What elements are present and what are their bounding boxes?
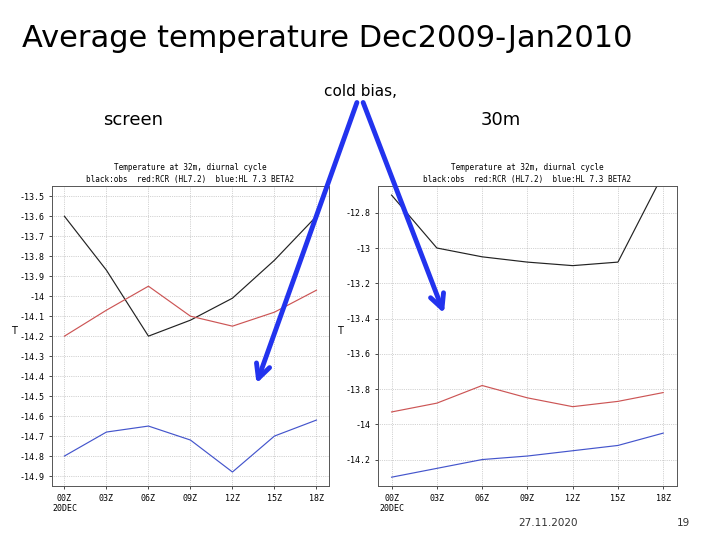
Text: screen: screen bbox=[103, 111, 163, 129]
Title: Temperature at 32m, diurnal cycle
black:obs  red:RCR (HL7.2)  blue:HL 7.3 BETA2: Temperature at 32m, diurnal cycle black:… bbox=[86, 163, 294, 184]
Y-axis label: T: T bbox=[11, 326, 17, 336]
Y-axis label: T: T bbox=[337, 326, 343, 336]
Text: cold bias,: cold bias, bbox=[323, 84, 397, 99]
Text: Average temperature Dec2009-Jan2010: Average temperature Dec2009-Jan2010 bbox=[22, 24, 632, 53]
Text: 19: 19 bbox=[677, 518, 690, 528]
Text: 30m: 30m bbox=[480, 111, 521, 129]
Title: Temperature at 32m, diurnal cycle
black:obs  red:RCR (HL7.2)  blue:HL 7.3 BETA2: Temperature at 32m, diurnal cycle black:… bbox=[423, 163, 631, 184]
Text: 27.11.2020: 27.11.2020 bbox=[518, 518, 578, 528]
